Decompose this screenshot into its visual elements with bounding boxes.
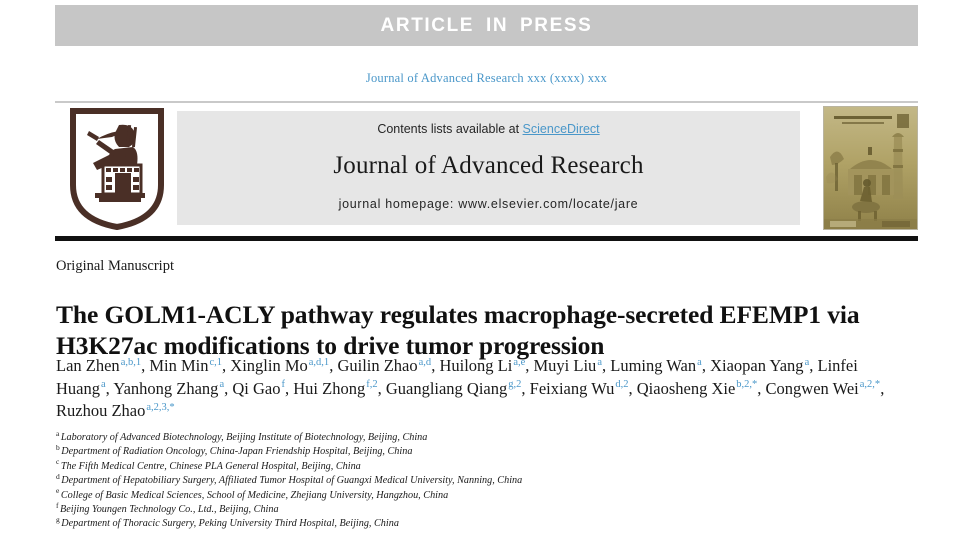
author-entry: Qi Gaof: [232, 379, 285, 398]
author-name: Ruzhou Zhao: [56, 401, 146, 420]
author-affiliation-marker: a: [804, 356, 810, 368]
affiliation-marker: f: [56, 500, 59, 510]
affiliation-marker: a: [56, 428, 60, 438]
author-affiliation-marker: a,b,1: [120, 356, 142, 368]
author-name: Qi Gao: [232, 378, 281, 398]
contents-available-line: Contents lists available at ScienceDirec…: [177, 122, 800, 136]
affiliation-row: a Laboratory of Advanced Biotechnology, B…: [56, 428, 886, 445]
author-entry: Min Minc,1: [149, 356, 222, 375]
author-affiliation-marker: f: [281, 379, 285, 390]
affiliation-marker: g: [56, 515, 60, 525]
author-entry: Guangliang Qiangg,2: [386, 379, 522, 398]
author-name: Huilong Li: [439, 356, 513, 375]
masthead-bottom-rule: [55, 236, 918, 241]
affiliation-row: d Department of Hepatobiliary Surgery, Af…: [56, 471, 886, 488]
author-name: Luming Wan: [610, 356, 697, 375]
masthead-top-rule: [55, 101, 918, 103]
author-entry: Feixiang Wud,2: [530, 379, 629, 398]
author-list: Lan Zhena,b,1, Min Minc,1, Xinglin Moa,d…: [56, 356, 885, 420]
sciencedirect-link[interactable]: ScienceDirect: [522, 122, 600, 136]
affiliation-list: a Laboratory of Advanced Biotechnology, B…: [56, 428, 886, 532]
author-name: Feixiang Wu: [529, 378, 615, 398]
author-entry: Guilin Zhaoa,d: [337, 356, 431, 375]
author-affiliation-marker: a,2,*: [859, 379, 881, 390]
affiliation-text: Beijing Youngen Technology Co., Ltd., Be…: [60, 504, 279, 516]
affiliation-marker: c: [56, 457, 60, 467]
affiliation-row: b Department of Radiation Oncology, China…: [56, 443, 886, 459]
article-title: The GOLM1-ACLY pathway regulates macroph…: [56, 300, 860, 361]
author-affiliation-marker: c,1: [209, 356, 223, 368]
author-affiliation-marker: b,2,*: [736, 379, 758, 390]
affiliation-marker: e: [56, 486, 60, 496]
journal-masthead: Contents lists available at ScienceDirec…: [55, 106, 918, 232]
author-name: Lan Zhen: [56, 356, 120, 375]
affiliation-row: f Beijing Youngen Technology Co., Ltd., B…: [56, 500, 886, 517]
author-entry: Luming Wana: [610, 356, 702, 375]
author-entry: Congwen Weia,2,*: [766, 379, 881, 398]
running-head: Journal of Advanced Research xxx (xxxx) …: [365, 71, 608, 85]
affiliation-text: Laboratory of Advanced Biotechnology, Be…: [60, 432, 428, 443]
journal-contents-box: Contents lists available at ScienceDirec…: [177, 111, 800, 225]
article-in-press-label: ARTICLE IN PRESS: [380, 14, 593, 36]
author-affiliation-marker: a: [219, 379, 225, 390]
author-name: Congwen Wei: [765, 378, 859, 398]
author-entry: Ruzhou Zhaoa,2,3,*: [56, 401, 175, 420]
author-name: Hui Zhong: [293, 378, 366, 398]
author-entry: Xiaopan Yanga: [710, 356, 809, 375]
author-entry: Yanhong Zhanga: [113, 379, 224, 398]
author-affiliation-marker: f,2: [366, 379, 378, 390]
author-entry: Hui Zhongf,2: [293, 379, 377, 398]
article-type-label: Original Manuscript: [56, 258, 174, 274]
author-name: Guilin Zhao: [337, 356, 418, 375]
author-entry: Lan Zhena,b,1: [56, 356, 141, 375]
author-affiliation-marker: a: [697, 356, 702, 368]
affiliation-marker: d: [56, 471, 60, 481]
author-affiliation-marker: a,d,1: [308, 356, 330, 368]
author-name: Xiaopan Yang: [710, 356, 804, 375]
affiliation-text: Department of Hepatobiliary Surgery, Aff…: [61, 475, 523, 487]
affiliation-marker: b: [56, 443, 60, 453]
author-name: Qiaosheng Xie: [636, 378, 736, 398]
author-affiliation-marker: a,2,3,*: [146, 401, 175, 413]
author-entry: Huilong Lia,e: [439, 356, 525, 375]
author-name: Min Min: [149, 356, 209, 375]
journal-cover-thumbnail: [823, 106, 918, 230]
contents-prefix: Contents lists available at: [377, 122, 523, 136]
author-name: Yanhong Zhang: [113, 378, 219, 398]
author-affiliation-marker: a,e: [513, 356, 526, 368]
author-name: Linfei Huang: [56, 356, 858, 398]
author-entry: Qiaosheng Xieb,2,*: [637, 379, 758, 398]
affiliation-text: Department of Thoracic Surgery, Peking U…: [61, 518, 399, 530]
affiliation-row: g Department of Thoracic Surgery, Peking …: [56, 515, 886, 531]
affiliation-row: c The Fifth Medical Centre, Chinese PLA G…: [56, 457, 886, 474]
author-affiliation-marker: a: [101, 379, 106, 390]
author-affiliation-marker: d,2: [615, 379, 629, 390]
affiliation-text: The Fifth Medical Centre, Chinese PLA Ge…: [60, 460, 361, 472]
author-name: Muyi Liu: [533, 356, 597, 375]
author-entry: Linfei Huanga: [56, 356, 858, 398]
affiliation-row: e College of Basic Medical Sciences, Scho…: [56, 486, 886, 503]
author-name: Guangliang Qiang: [385, 378, 508, 398]
author-affiliation-marker: a,d: [418, 356, 432, 368]
affiliation-text: Department of Radiation Oncology, China-…: [61, 446, 413, 458]
author-entry: Muyi Liua: [534, 356, 602, 375]
author-affiliation-marker: g,2: [508, 379, 522, 390]
article-in-press-banner: ARTICLE IN PRESS: [55, 5, 918, 46]
journal-title: Journal of Advanced Research: [333, 152, 644, 179]
affiliation-text: College of Basic Medical Sciences, Schoo…: [60, 489, 449, 501]
author-name: Xinglin Mo: [230, 356, 308, 375]
cairo-university-seal-icon: [63, 107, 171, 231]
journal-homepage[interactable]: journal homepage: www.elsevier.com/locat…: [338, 197, 639, 211]
author-affiliation-marker: a: [597, 356, 602, 368]
author-entry: Xinglin Moa,d,1: [230, 356, 329, 375]
